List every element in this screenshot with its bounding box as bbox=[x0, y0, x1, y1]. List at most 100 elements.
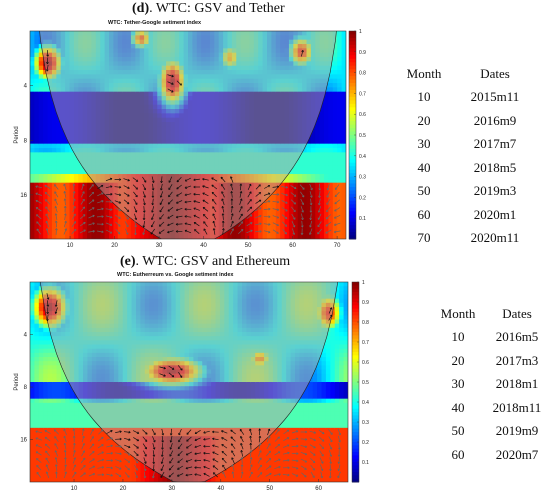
panel-d-colorbar-band bbox=[349, 31, 356, 35]
panel-e-x-tick-label: 10 bbox=[71, 486, 78, 492]
panel-e-colorbar-tick-label: 0.6 bbox=[362, 360, 369, 366]
panel-e-colorbar-tick-label: 1 bbox=[362, 280, 365, 286]
panel-d-colorbar-band bbox=[349, 34, 356, 38]
panel-e-caption-letter: (e) bbox=[120, 254, 136, 269]
panel-d-x-tick-label: 10 bbox=[67, 243, 74, 249]
panel-d-colorbar-tick-label: 0.4 bbox=[359, 154, 366, 160]
panel-e-colorbar-band bbox=[352, 462, 359, 466]
panel-d-date-cell: 2016m9 bbox=[452, 109, 538, 133]
panel-d-colorbar-tick-label: 0.8 bbox=[359, 71, 366, 77]
panel-d-colorbar-band bbox=[349, 222, 356, 226]
panel-e-colorbar-band bbox=[352, 469, 359, 473]
panel-d-date-cell: 2020m1 bbox=[452, 203, 538, 227]
panel-e-colorbar-band bbox=[352, 452, 359, 456]
panel-d-colorbar-band bbox=[349, 225, 356, 229]
panel-d-x-tick-label: 70 bbox=[334, 243, 341, 249]
panel-e-caption-text: . WTC: GSV and Ethereum bbox=[136, 254, 291, 269]
panel-d-date-cell: 2018m5 bbox=[452, 156, 538, 180]
panel-e-x-tick-label: 60 bbox=[315, 486, 322, 492]
panel-e-colorbar-band bbox=[352, 342, 359, 346]
panel-d-colorbar-band bbox=[349, 208, 356, 212]
panel-d-colorbar-band bbox=[349, 184, 356, 188]
panel-d-colorbar-band bbox=[349, 229, 356, 233]
panel-d-colorbar-band bbox=[349, 170, 356, 174]
panel-e-x-tick-label: 50 bbox=[266, 486, 273, 492]
panel-e-colorbar-band bbox=[352, 309, 359, 313]
panel-d-colorbar-band bbox=[349, 59, 356, 63]
panel-e-colorbar-band bbox=[352, 435, 359, 439]
panel-e-colorbar-band bbox=[352, 329, 359, 333]
panel-e-colorbar-band bbox=[352, 305, 359, 309]
panel-e-colorbar-band bbox=[352, 445, 359, 449]
panel-e-month-cell: 10 bbox=[432, 326, 484, 350]
panel-e-date-cell: 2017m3 bbox=[484, 349, 550, 373]
panel-e-colorbar-band bbox=[352, 312, 359, 316]
panel-d-colorbar-band bbox=[349, 128, 356, 132]
panel-e-x-tick-label: 20 bbox=[120, 486, 127, 492]
panel-e-date-cell: 2016m5 bbox=[484, 326, 550, 350]
panel-d-colorbar-band bbox=[349, 138, 356, 142]
panel-e-ylabel: Period bbox=[14, 373, 20, 390]
panel-d-colorbar-band bbox=[349, 66, 356, 70]
panel-e-colorbar-band bbox=[352, 449, 359, 453]
panel-d-colorbar-band bbox=[349, 55, 356, 59]
panel-d-month-cell: 50 bbox=[396, 180, 452, 204]
panel-d-colorbar-band bbox=[349, 177, 356, 181]
panel-d-month-cell: 40 bbox=[396, 156, 452, 180]
panel-d-month-cell: 20 bbox=[396, 109, 452, 133]
panel-e-colorbar-band bbox=[352, 332, 359, 336]
panel-e-colorbar-tick-label: 0.4 bbox=[362, 400, 369, 406]
panel-d-colorbar-band bbox=[349, 100, 356, 104]
panel-e-colorbar-band bbox=[352, 412, 359, 416]
panel-d-colorbar-band bbox=[349, 38, 356, 42]
panel-e-colorbar-band bbox=[352, 349, 359, 353]
panel-e-colorbar-band bbox=[352, 292, 359, 296]
panel-e-colorbar-band bbox=[352, 405, 359, 409]
panel-d-table-header: Month Dates bbox=[396, 62, 538, 86]
panel-d-colorbar-band bbox=[349, 159, 356, 163]
panel-d-caption: (d). WTC: GSV and Tether bbox=[132, 1, 285, 17]
panel-d-ylabel: Period bbox=[14, 126, 20, 143]
panel-e-colorbar-band bbox=[352, 325, 359, 329]
panel-d-colorbar-band bbox=[349, 180, 356, 184]
panel-e-field bbox=[30, 271, 349, 484]
panel-d-month-cell: 60 bbox=[396, 203, 452, 227]
panel-e-colorbar-band bbox=[352, 352, 359, 356]
panel-e-y-tick-label: 8 bbox=[24, 385, 28, 391]
panel-d-colorbar-band bbox=[349, 163, 356, 167]
panel-e-date-cell: 2018m11 bbox=[484, 396, 550, 420]
panel-e-colorbar-band bbox=[352, 369, 359, 373]
panel-d-colorbar-band bbox=[349, 135, 356, 139]
panel-e-colorbar-band bbox=[352, 372, 359, 376]
panel-d-colorbar-tick-label: 0.9 bbox=[359, 50, 366, 56]
panel-e-x-tick-label: 30 bbox=[169, 486, 176, 492]
panel-d-colorbar-band bbox=[349, 104, 356, 108]
panel-e-colorbar-band bbox=[352, 429, 359, 433]
panel-e-month-cell: 40 bbox=[432, 396, 484, 420]
panel-d-colorbar-band bbox=[349, 73, 356, 77]
panel-d-header-month: Month bbox=[396, 62, 452, 86]
panel-e-date-cell: 2019m9 bbox=[484, 420, 550, 444]
panel-e-colorbar-band bbox=[352, 395, 359, 399]
panel-d-header-dates: Dates bbox=[452, 62, 538, 86]
panel-e-y-tick-label: 16 bbox=[20, 438, 27, 444]
panel-d-x-tick-label: 40 bbox=[200, 243, 207, 249]
panel-d-colorbar-band bbox=[349, 201, 356, 205]
panel-e-colorbar-band bbox=[352, 415, 359, 419]
panel-e-colorbar-band bbox=[352, 442, 359, 446]
panel-e-colorbar-tick-label: 0.7 bbox=[362, 340, 369, 346]
panel-e-month-cell: 20 bbox=[432, 349, 484, 373]
panel-d-colorbar-band bbox=[349, 211, 356, 215]
panel-d-colorbar-band bbox=[349, 41, 356, 45]
panel-e-colorbar-band bbox=[352, 382, 359, 386]
panel-d-colorbar-tick-label: 0.2 bbox=[359, 195, 366, 201]
panel-d-colorbar-band bbox=[349, 142, 356, 146]
panel-e-plot-title: WTC: Eutherreum vs. Google setiment inde… bbox=[117, 272, 233, 278]
panel-e-colorbar-band bbox=[352, 362, 359, 366]
panel-d-date-cell: 2017m7 bbox=[452, 133, 538, 157]
panel-e-colorbar-band bbox=[352, 322, 359, 326]
